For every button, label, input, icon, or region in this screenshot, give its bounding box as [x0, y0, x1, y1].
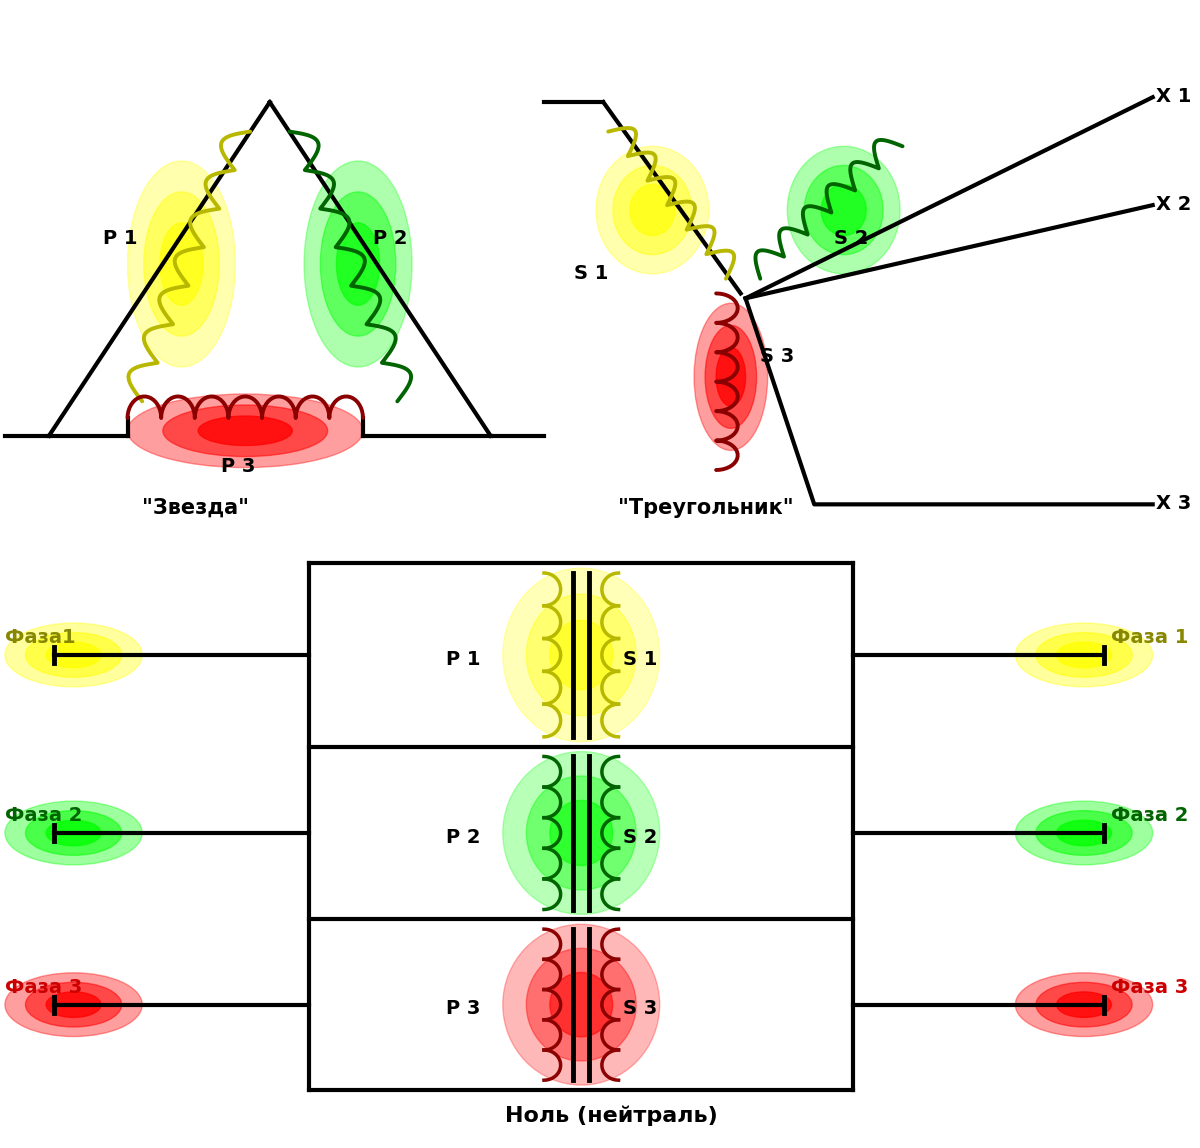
Text: Фаза 2: Фаза 2 [5, 806, 83, 825]
Ellipse shape [716, 348, 745, 406]
Text: Фаза 2: Фаза 2 [1111, 806, 1189, 825]
Text: Р 1: Р 1 [103, 230, 138, 248]
Text: S 3: S 3 [623, 1000, 658, 1018]
Ellipse shape [304, 161, 412, 367]
Ellipse shape [1056, 820, 1111, 846]
Ellipse shape [25, 983, 121, 1027]
Ellipse shape [527, 595, 636, 715]
Ellipse shape [46, 642, 101, 668]
Text: "Звезда": "Звезда" [143, 498, 250, 518]
Ellipse shape [550, 972, 613, 1037]
Ellipse shape [694, 303, 768, 450]
Text: S 2: S 2 [623, 828, 658, 847]
Ellipse shape [5, 801, 143, 864]
Ellipse shape [596, 146, 709, 274]
Text: Р 2: Р 2 [446, 828, 481, 847]
Text: Х 3: Х 3 [1156, 495, 1190, 513]
Text: Фаза 1: Фаза 1 [1111, 628, 1189, 647]
Text: S 3: S 3 [761, 347, 794, 366]
Ellipse shape [527, 776, 636, 890]
Ellipse shape [503, 752, 660, 915]
Ellipse shape [804, 165, 883, 255]
Ellipse shape [160, 223, 203, 305]
Text: Р 2: Р 2 [373, 230, 407, 248]
Text: S 2: S 2 [834, 230, 869, 248]
Ellipse shape [1036, 633, 1132, 677]
Ellipse shape [198, 416, 293, 445]
Ellipse shape [1015, 972, 1153, 1037]
Text: "Треугольник": "Треугольник" [618, 498, 793, 518]
Ellipse shape [336, 223, 379, 305]
Text: Х 2: Х 2 [1156, 195, 1192, 214]
Ellipse shape [46, 820, 101, 846]
Text: Р 3: Р 3 [221, 457, 256, 476]
Text: Р 3: Р 3 [446, 1000, 481, 1018]
Ellipse shape [144, 192, 220, 336]
Ellipse shape [550, 620, 613, 690]
Ellipse shape [821, 185, 866, 235]
Ellipse shape [320, 192, 396, 336]
Ellipse shape [503, 568, 660, 742]
Ellipse shape [5, 972, 143, 1037]
Text: Фаза1: Фаза1 [5, 628, 76, 647]
Ellipse shape [46, 992, 101, 1017]
Ellipse shape [1036, 810, 1132, 855]
Ellipse shape [127, 161, 235, 367]
Ellipse shape [550, 800, 613, 866]
Ellipse shape [527, 948, 636, 1061]
Ellipse shape [1015, 801, 1153, 864]
Ellipse shape [706, 325, 757, 428]
Text: Фаза 3: Фаза 3 [5, 978, 82, 996]
Text: Ноль (нейтраль): Ноль (нейтраль) [505, 1106, 718, 1126]
Text: S 1: S 1 [623, 650, 658, 669]
Text: Фаза 3: Фаза 3 [1111, 978, 1189, 996]
Ellipse shape [1036, 983, 1132, 1027]
Ellipse shape [127, 394, 362, 467]
Ellipse shape [1056, 642, 1111, 668]
Ellipse shape [163, 405, 328, 457]
Ellipse shape [1056, 992, 1111, 1017]
Ellipse shape [787, 146, 900, 274]
Ellipse shape [613, 165, 692, 255]
Ellipse shape [25, 633, 121, 677]
Text: Р 1: Р 1 [446, 650, 481, 669]
Ellipse shape [630, 185, 674, 235]
Ellipse shape [503, 924, 660, 1085]
Ellipse shape [25, 810, 121, 855]
Ellipse shape [1015, 623, 1153, 687]
Ellipse shape [5, 623, 143, 687]
Text: Х 1: Х 1 [1156, 87, 1192, 106]
Text: S 1: S 1 [574, 264, 608, 282]
